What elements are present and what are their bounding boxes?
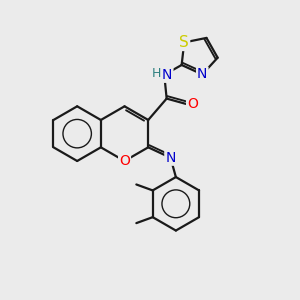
Text: N: N — [162, 68, 172, 82]
Text: N: N — [197, 68, 208, 81]
Text: O: O — [119, 154, 130, 168]
Text: S: S — [179, 35, 189, 50]
Text: O: O — [187, 97, 198, 111]
Text: N: N — [165, 151, 176, 165]
Text: H: H — [152, 67, 161, 80]
